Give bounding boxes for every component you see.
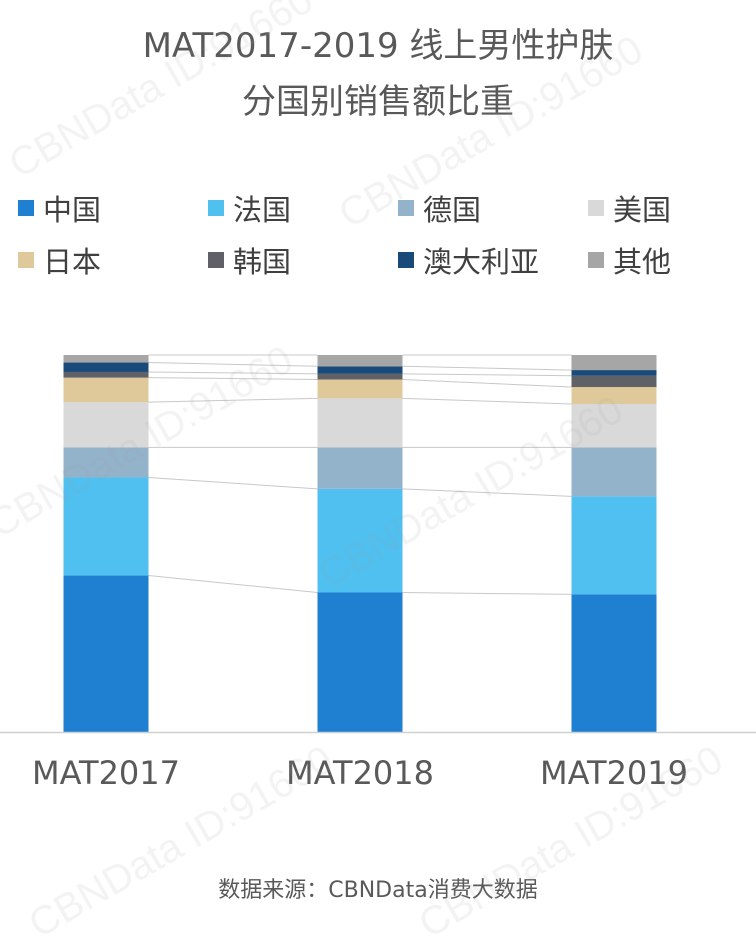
series-connector-line <box>148 397 318 403</box>
legend-label: 其他 <box>613 245 672 279</box>
bar-segment <box>63 447 149 478</box>
legend-swatch <box>18 200 34 216</box>
legend-swatch <box>398 252 414 268</box>
bar-segment <box>317 379 403 399</box>
data-source-note: 数据来源：CBNData消费大数据 <box>218 878 538 903</box>
legend-swatch <box>18 252 34 268</box>
legend-label: 美国 <box>613 193 672 227</box>
bar-segment <box>63 355 149 363</box>
legend-label: 韩国 <box>233 245 292 279</box>
legend-label: 德国 <box>423 193 482 227</box>
series-connector-line <box>148 575 318 594</box>
legend-swatch <box>588 200 604 216</box>
legend-label: 日本 <box>43 245 102 279</box>
legend-item: 日本 <box>18 240 101 280</box>
series-connector-line <box>148 371 318 375</box>
legend-item: 法国 <box>208 188 291 228</box>
legend-item: 德国 <box>398 188 481 228</box>
bar-segment <box>571 404 657 448</box>
legend-label: 澳大利亚 <box>423 245 540 279</box>
x-tick-label: MAT2019 <box>540 754 688 792</box>
series-connector-line <box>148 477 318 490</box>
legend-item: 韩国 <box>208 240 291 280</box>
series-connector-line <box>402 592 572 595</box>
bar-segment <box>317 592 403 732</box>
bar-segment <box>63 377 149 403</box>
series-connector-line <box>148 362 318 367</box>
bar-segment <box>317 373 403 380</box>
bar-segment <box>571 355 657 371</box>
bar-segment <box>571 496 657 595</box>
chart-legend: 中国 法国 德国 美国日本 韩国 澳大利亚 其他 <box>0 188 756 298</box>
bar-segment <box>317 366 403 374</box>
stacked-bar-chart: MAT2017 MAT2018 MAT2019 <box>0 354 756 792</box>
legend-swatch <box>208 252 224 268</box>
chart-title-line1: MAT2017-2019 线上男性护肤 <box>142 26 614 66</box>
bar-segment <box>571 370 657 376</box>
legend-swatch <box>208 200 224 216</box>
bar-segment <box>63 575 149 732</box>
series-connector-line <box>402 365 572 371</box>
bar-segment <box>571 594 657 732</box>
bar-segment <box>63 371 149 378</box>
legend-item: 美国 <box>588 188 671 228</box>
series-connector-line <box>402 488 572 497</box>
bar-segment <box>571 447 657 497</box>
series-connector-line <box>402 397 572 405</box>
legend-item: 其他 <box>588 240 671 280</box>
series-connector-line <box>148 377 318 381</box>
legend-item: 中国 <box>18 188 101 228</box>
legend-item: 澳大利亚 <box>398 240 539 280</box>
bar-segment <box>63 402 149 448</box>
x-tick-label: MAT2018 <box>286 754 434 792</box>
x-tick-label: MAT2017 <box>32 754 180 792</box>
series-connector-line <box>402 373 572 377</box>
legend-swatch <box>588 252 604 268</box>
legend-label: 中国 <box>43 193 102 227</box>
bar-segment <box>317 398 403 448</box>
bar-segment <box>571 375 657 388</box>
legend-label: 法国 <box>233 193 292 227</box>
bar-segment <box>317 488 403 593</box>
bar-segment <box>63 362 149 372</box>
bar-segment <box>63 477 149 576</box>
bar-segment <box>317 355 403 367</box>
bar-segment <box>571 387 657 405</box>
bar-segment <box>317 447 403 489</box>
chart-title-line2: 分国别销售额比重 <box>242 82 514 122</box>
legend-swatch <box>398 200 414 216</box>
series-connector-line <box>402 379 572 388</box>
